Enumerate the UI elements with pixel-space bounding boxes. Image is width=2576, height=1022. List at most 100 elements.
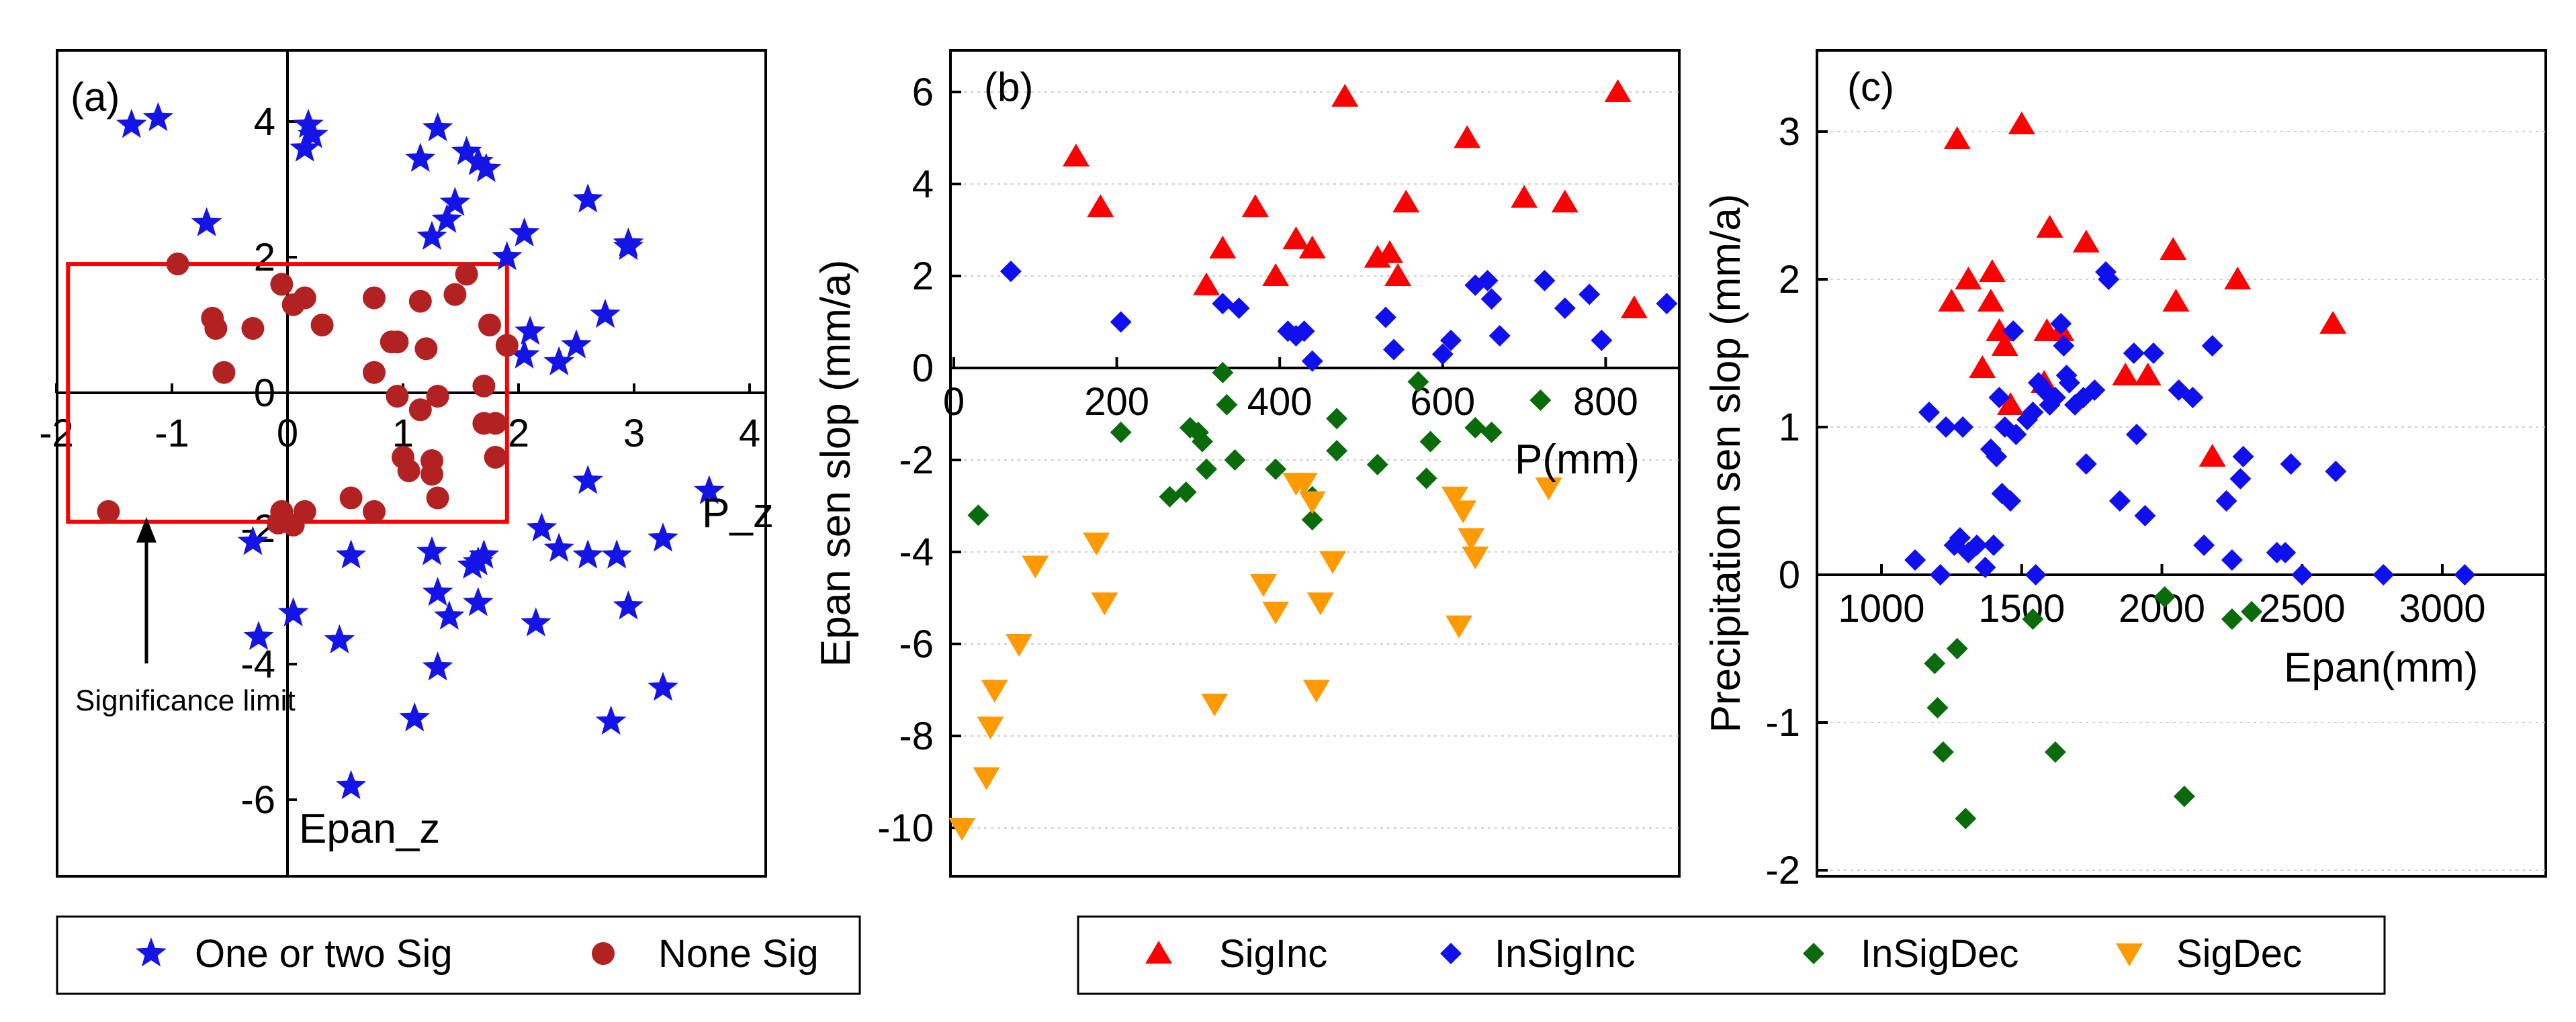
point-insiginc [2372,564,2395,586]
panel-c-x-tick-label: 3000 [2399,587,2485,631]
point-one-or-two-sig [508,339,540,369]
point-siginc [2036,215,2063,238]
point-insiginc [2002,320,2025,342]
point-insiginc [2134,505,2156,526]
panel-b-y-tick-label: -4 [899,530,934,574]
legend-left-frame [56,915,861,995]
point-one-or-two-sig [422,112,453,142]
point-one-or-two-sig [521,607,551,637]
point-none-sig [408,289,432,313]
point-one-or-two-sig [298,119,328,148]
legend-marker-sigdec [2116,943,2143,966]
point-none-sig [386,330,409,354]
point-none-sig [204,317,228,340]
point-insiginc [2229,468,2252,490]
panel-a-x-tick-label: 4 [739,412,760,455]
panel-c-y-tick-label: 0 [1779,553,1800,597]
point-insigdec [1326,408,1348,430]
point-one-or-two-sig [543,346,574,375]
panel-a-y-tick-label: 0 [254,371,275,415]
point-insiginc [1374,306,1396,328]
panel-a-y-tick-label: -6 [240,778,275,822]
point-insigdec [1946,638,1968,659]
point-siginc [1955,267,1982,289]
panel-c-x-tick-label: 1000 [1838,587,1924,631]
panel-a-x-tick-label: 2 [508,412,529,455]
point-insiginc [1656,293,1678,315]
point-siginc [1604,79,1632,102]
point-none-sig [212,361,236,384]
panel-c-frame [1816,49,2547,878]
point-none-sig [386,385,409,408]
point-one-or-two-sig [572,465,603,494]
point-sigdec [1083,532,1110,556]
point-siginc [1978,259,2006,282]
point-one-or-two-sig [515,316,545,345]
panel-b-frame [949,49,1681,878]
point-insiginc [2075,453,2097,475]
panel-b-y-tick-label: 2 [912,254,934,298]
point-insigdec [2153,586,2176,608]
point-siginc [2162,289,2190,312]
panel-b-y-tick-label: -10 [877,806,934,850]
point-one-or-two-sig [508,217,540,247]
point-none-sig [478,314,501,336]
point-siginc [2072,230,2100,252]
point-insiginc [2050,313,2072,334]
point-insiginc [1918,402,1940,423]
point-insigdec [2022,608,2044,630]
point-insigdec [2044,741,2066,763]
point-one-or-two-sig [572,183,603,213]
point-one-or-two-sig [561,329,592,359]
point-siginc [1193,272,1220,295]
point-siginc [1997,392,2025,415]
panel-c-y-tick-label: -2 [1765,849,1800,892]
point-insiginc [2280,453,2302,475]
point-one-or-two-sig [191,207,222,236]
panel-c-x-tick-label: 2500 [2259,587,2346,631]
point-insiginc [1974,557,1996,578]
point-insiginc [2084,379,2106,401]
point-insigdec [1175,481,1197,503]
panel-c-xlabel: Epan(mm) [2284,645,2478,691]
point-insiginc [1929,564,1951,586]
legend-item-none-sig: None Sig [658,932,819,976]
point-insiginc [1431,343,1454,365]
legend-item-one-or-two-sig: One or two Sig [195,932,453,976]
legend-left-marks [136,937,615,967]
point-insiginc [2005,424,2027,445]
point-insigdec [1196,458,1218,480]
point-one-or-two-sig [572,539,603,569]
panel-b-x-tick-label: 400 [1247,380,1313,424]
point-one-or-two-sig [335,539,367,569]
point-siginc [1969,355,1996,378]
panel-c-y-tick-label: -1 [1765,701,1800,745]
panel-a-x-tick-label: 0 [277,412,298,455]
point-insiginc [1293,320,1315,342]
point-sigdec [1201,694,1229,717]
point-insiginc [2108,490,2131,512]
point-one-or-two-sig [463,587,494,616]
point-one-or-two-sig [422,577,453,606]
point-insiginc [1110,311,1132,333]
point-insigdec [1301,509,1323,531]
legend-marker-insiginc [1440,943,1462,964]
point-none-sig [495,334,519,357]
point-insiginc [1986,446,2008,467]
point-insigdec [1366,453,1388,475]
point-one-or-two-sig [405,142,436,172]
panel-b-y-tick-label: -2 [899,438,934,482]
point-one-or-two-sig [648,522,678,552]
point-one-or-two-sig [434,600,465,630]
point-sigdec [1249,573,1277,597]
point-insigdec [1326,440,1348,462]
point-insigdec [1924,653,1946,674]
point-insiginc [2193,535,2215,556]
point-sigdec [1458,528,1485,551]
point-siginc [2160,237,2187,260]
point-sigdec [948,818,976,841]
point-insigdec [967,504,989,526]
point-insiginc [1000,261,1022,283]
